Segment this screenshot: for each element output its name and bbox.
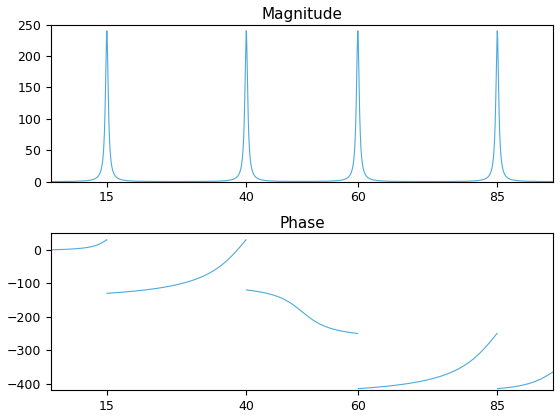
Title: Phase: Phase <box>279 215 325 231</box>
Title: Magnitude: Magnitude <box>262 7 343 22</box>
